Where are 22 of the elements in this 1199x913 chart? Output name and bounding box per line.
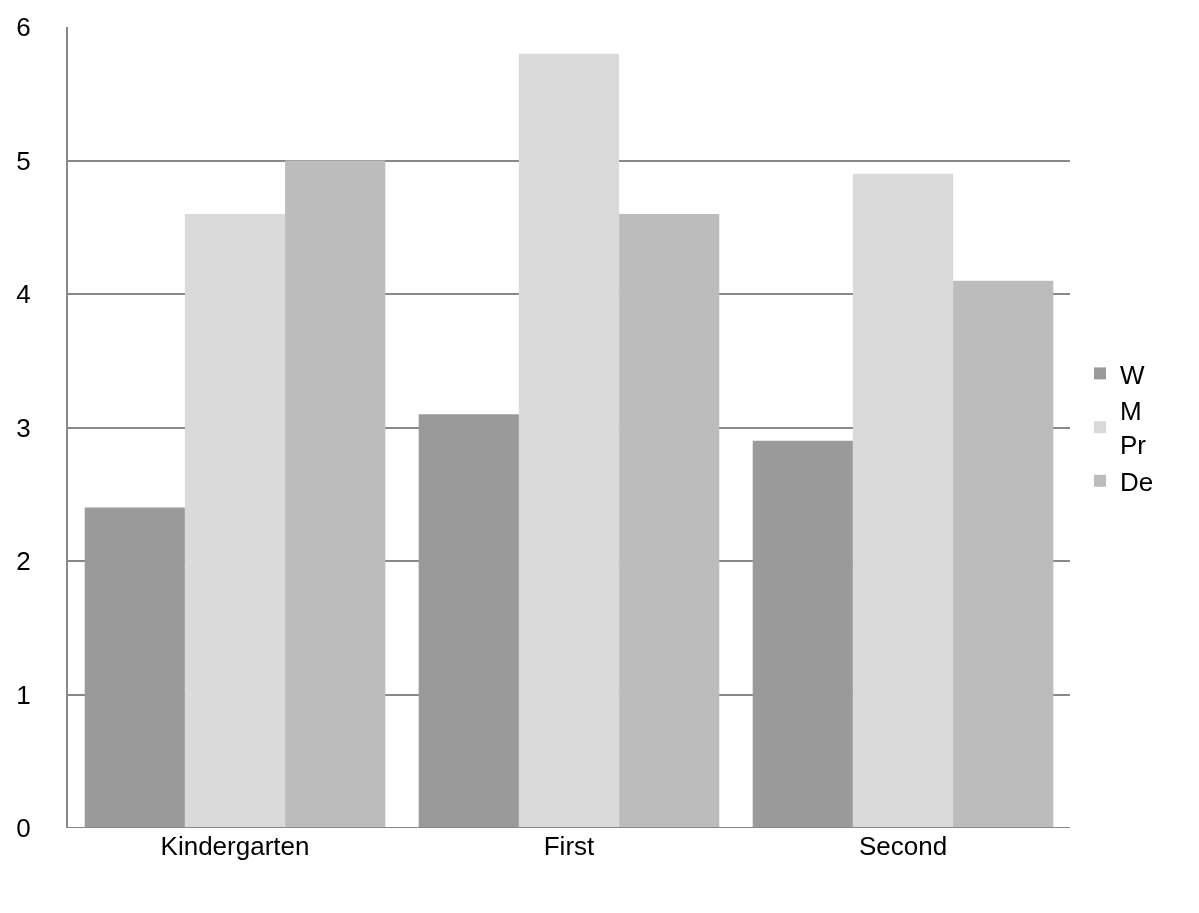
bar <box>752 440 853 828</box>
legend-label: W <box>1120 359 1146 390</box>
y-tick-label: 2 <box>16 546 31 577</box>
bar <box>285 160 386 828</box>
legend-label: De <box>1120 466 1154 497</box>
y-tick-label: 5 <box>16 145 31 176</box>
bar <box>84 507 185 828</box>
bar <box>418 414 519 828</box>
y-tick-label: 4 <box>16 279 31 310</box>
y-tick-label: 3 <box>16 412 31 443</box>
bar <box>184 213 286 828</box>
bar <box>852 173 954 828</box>
x-tick-label: Kindergarten <box>160 831 310 861</box>
bar <box>953 280 1054 828</box>
bar <box>518 53 620 828</box>
y-tick-label: 1 <box>16 679 31 710</box>
y-tick-label: 0 <box>16 813 31 844</box>
x-tick-label: First <box>543 831 596 861</box>
bar <box>619 213 720 828</box>
x-tick-label: Second <box>858 831 948 861</box>
y-tick-label: 6 <box>16 12 31 43</box>
legend-label: M Pr <box>1120 396 1147 461</box>
